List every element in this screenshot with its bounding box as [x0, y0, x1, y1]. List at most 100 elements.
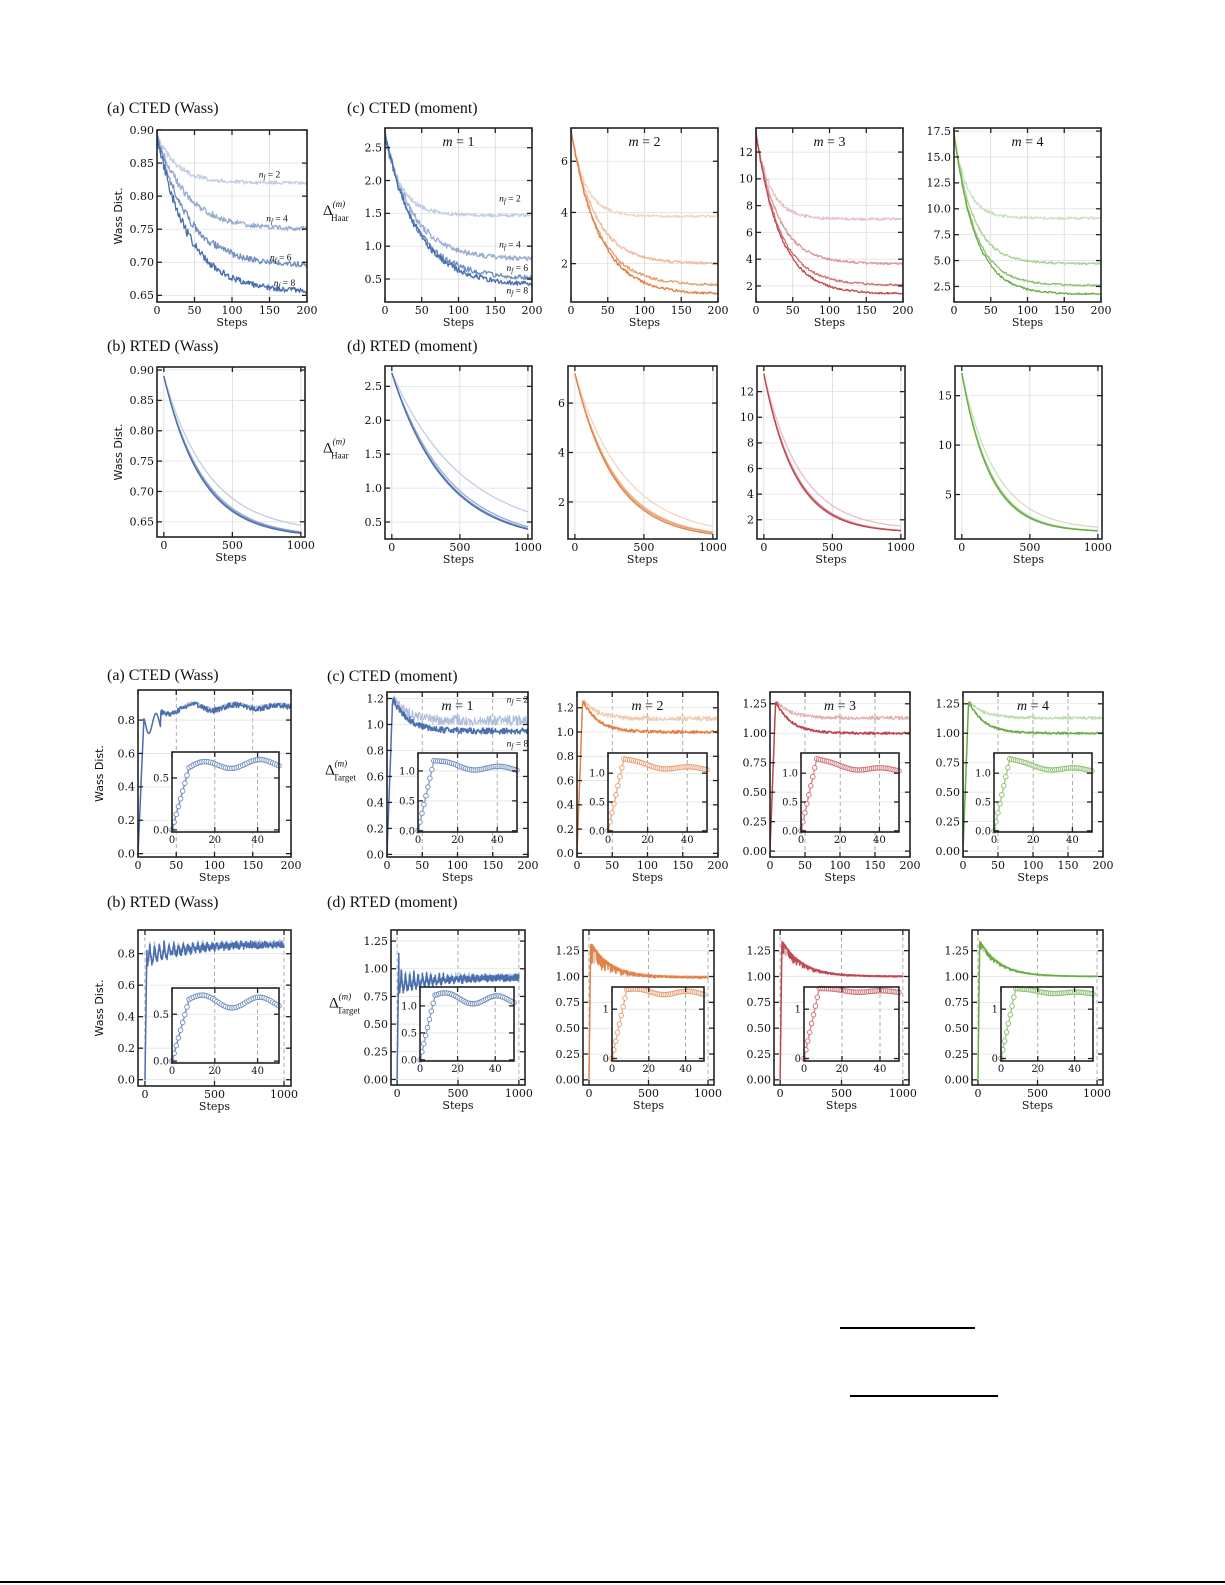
svg-text:0.80: 0.80 — [130, 190, 155, 203]
svg-text:40: 40 — [1068, 1064, 1081, 1075]
fig2-title-d: (d) RTED (moment) — [327, 894, 458, 911]
series-annotation: nf = 8 — [507, 740, 529, 751]
svg-text:2: 2 — [746, 280, 753, 293]
subplot-title: m = 4 — [1011, 135, 1043, 150]
inset-chart: 0 20 40 0 1 — [992, 985, 1096, 1075]
svg-text:12: 12 — [739, 146, 753, 159]
y-axis-label: Δ(m) Target — [329, 992, 360, 1016]
inset-chart: 0 20 40 0.0 0.5 1.0 — [589, 752, 710, 846]
page-bottom-rule — [0, 1581, 1225, 1583]
svg-text:50: 50 — [798, 859, 812, 872]
fig2-title-b: (b) RTED (Wass) — [107, 894, 219, 911]
svg-text:500: 500 — [831, 1087, 852, 1100]
x-axis-label: Steps — [629, 316, 661, 329]
svg-text:0.50: 0.50 — [936, 786, 961, 799]
chart-svg: 0 50 100 150 200 0.5 1.0 1.5 2.0 2.5 m = 1 nf = 2 nf… — [323, 127, 543, 329]
svg-text:0.75: 0.75 — [130, 455, 155, 468]
y-axis-label: Δ(m) Haar — [323, 437, 349, 461]
svg-text:0.0: 0.0 — [401, 1055, 417, 1066]
svg-text:0.5: 0.5 — [399, 796, 415, 807]
svg-text:1.25: 1.25 — [364, 935, 389, 948]
svg-text:0.6: 0.6 — [118, 979, 136, 992]
svg-text:0.70: 0.70 — [130, 485, 155, 498]
svg-text:0.00: 0.00 — [743, 845, 768, 858]
svg-text:1.25: 1.25 — [936, 698, 961, 711]
svg-text:0.2: 0.2 — [118, 814, 136, 827]
svg-text:0: 0 — [415, 835, 421, 846]
svg-text:0.5: 0.5 — [975, 798, 991, 809]
subplot-title: m = 2 — [631, 699, 663, 714]
svg-text:0: 0 — [974, 1087, 981, 1100]
svg-text:1000: 1000 — [694, 1087, 722, 1100]
svg-text:0.0: 0.0 — [399, 826, 415, 837]
svg-text:20: 20 — [451, 835, 464, 846]
svg-text:500: 500 — [633, 541, 654, 554]
svg-text:0: 0 — [574, 859, 581, 872]
chart-fig2-b: 0 500 1000 0.0 0.2 0.4 0.6 0.8 Steps Wass Dist. 0 2… — [93, 929, 298, 1113]
subplot-title: m = 1 — [441, 699, 473, 714]
svg-text:0: 0 — [603, 1054, 609, 1065]
svg-text:0.50: 0.50 — [747, 1022, 772, 1035]
svg-text:1.5: 1.5 — [365, 448, 383, 461]
svg-text:0.4: 0.4 — [557, 799, 575, 812]
svg-text:0: 0 — [777, 1087, 784, 1100]
svg-text:100: 100 — [1017, 304, 1038, 317]
svg-text:40: 40 — [491, 835, 504, 846]
svg-text:0: 0 — [169, 835, 175, 846]
svg-text:1.00: 1.00 — [556, 970, 581, 983]
y-axis-label: Δ(m) Target — [325, 759, 356, 783]
chart-fig2-c2: 0 50 100 150 200 0.0 0.2 0.4 0.6 0.8 1.0 1.2 m = 2 St… — [557, 691, 729, 884]
chart-fig2-a: 0 50 100 150 200 0.0 0.2 0.4 0.6 0.8 Steps Wass Dis… — [93, 689, 302, 884]
svg-text:1000: 1000 — [1084, 541, 1112, 554]
svg-text:0.50: 0.50 — [743, 786, 768, 799]
inset-chart: 0 20 40 0.0 0.5 — [153, 987, 282, 1077]
svg-text:0: 0 — [991, 835, 997, 846]
chart-fig1-c3: 0 50 100 150 200 2 4 6 8 10 12 m = 3 Steps — [739, 127, 914, 329]
svg-text:8: 8 — [746, 199, 753, 212]
svg-text:40: 40 — [489, 1064, 502, 1075]
svg-text:0.75: 0.75 — [743, 757, 768, 770]
svg-text:0.50: 0.50 — [945, 1022, 970, 1035]
svg-text:40: 40 — [873, 835, 886, 846]
fig1-title-d: (d) RTED (moment) — [347, 338, 478, 355]
svg-text:200: 200 — [281, 859, 302, 872]
svg-text:40: 40 — [874, 1064, 887, 1075]
chart-fig2-d4: 0 500 1000 0.00 0.25 0.50 0.75 1.00 1.25 Steps 0 20… — [945, 929, 1111, 1112]
svg-text:150: 150 — [1054, 304, 1075, 317]
svg-text:0.0: 0.0 — [153, 825, 169, 836]
svg-text:17.5: 17.5 — [927, 125, 952, 138]
svg-text:200: 200 — [518, 859, 539, 872]
svg-text:0.8: 0.8 — [557, 750, 575, 763]
svg-text:0.00: 0.00 — [945, 1074, 970, 1087]
svg-text:1.25: 1.25 — [945, 945, 970, 958]
svg-text:5: 5 — [945, 488, 952, 501]
svg-text:0.0: 0.0 — [557, 847, 575, 860]
chart-fig2-c4: 0 50 100 150 200 0.00 0.25 0.50 0.75 1.00 1.25 m = … — [936, 691, 1114, 884]
svg-text:20: 20 — [1031, 1064, 1044, 1075]
svg-text:20: 20 — [208, 835, 221, 846]
svg-text:0.80: 0.80 — [130, 425, 155, 438]
svg-text:20: 20 — [834, 835, 847, 846]
x-axis-label: Steps — [633, 1099, 665, 1112]
svg-text:0.90: 0.90 — [130, 364, 155, 377]
subplot-title: m = 3 — [813, 135, 845, 150]
svg-text:0: 0 — [767, 859, 774, 872]
svg-text:0.0: 0.0 — [589, 826, 605, 837]
svg-text:0: 0 — [753, 304, 760, 317]
chart-svg: 0 500 1000 5 10 15 Steps — [938, 365, 1112, 566]
svg-text:10: 10 — [938, 439, 952, 452]
svg-text:6: 6 — [747, 462, 754, 475]
svg-text:0.25: 0.25 — [556, 1048, 581, 1061]
svg-text:6: 6 — [561, 155, 568, 168]
svg-text:0.6: 0.6 — [367, 770, 385, 783]
svg-text:200: 200 — [1093, 859, 1114, 872]
svg-text:0.00: 0.00 — [747, 1074, 772, 1087]
fig2-title-c: (c) CTED (moment) — [327, 668, 458, 685]
x-axis-label: Steps — [814, 316, 846, 329]
x-axis-label: Steps — [632, 871, 664, 884]
svg-text:100: 100 — [1023, 859, 1044, 872]
svg-text:1.0: 1.0 — [589, 769, 605, 780]
svg-text:15.0: 15.0 — [927, 151, 952, 164]
svg-text:1000: 1000 — [514, 541, 542, 554]
